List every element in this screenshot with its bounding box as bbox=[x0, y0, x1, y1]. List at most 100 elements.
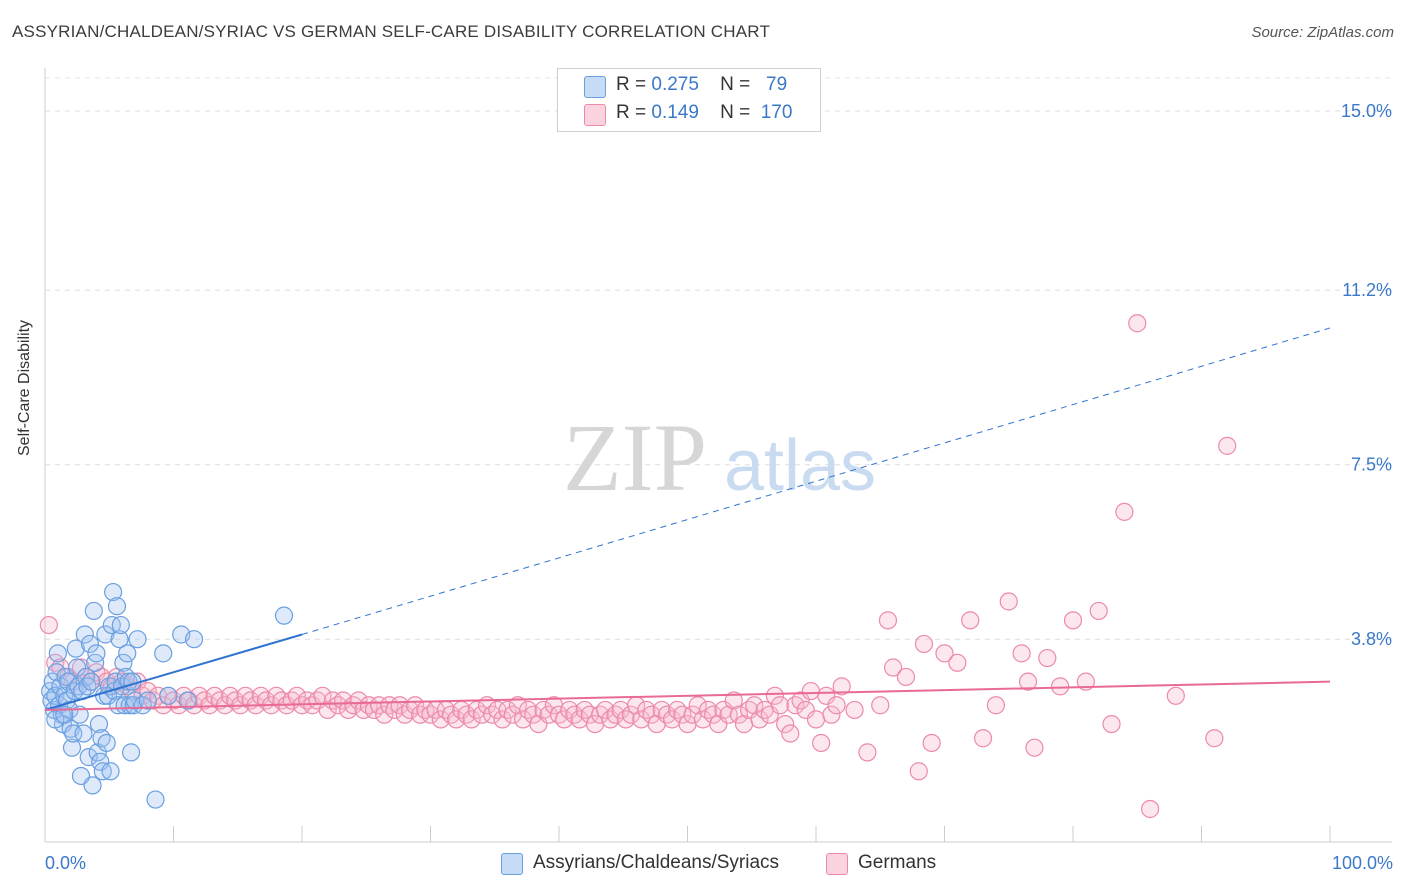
point-assyrians bbox=[154, 644, 173, 663]
point-assyrians bbox=[82, 672, 101, 691]
point-assyrians bbox=[104, 582, 123, 602]
point-germans bbox=[1038, 648, 1057, 668]
point-assyrians bbox=[79, 748, 98, 767]
point-assyrians bbox=[83, 776, 102, 795]
point-germans bbox=[1115, 502, 1134, 521]
point-germans bbox=[493, 710, 512, 729]
point-germans bbox=[806, 710, 826, 729]
bottom-legend-label: Assyrians/Chaldeans/Syriacs bbox=[533, 852, 780, 873]
point-germans bbox=[724, 691, 743, 710]
trend-line-germans bbox=[44, 680, 1331, 711]
point-germans bbox=[1025, 738, 1044, 757]
point-assyrians bbox=[274, 606, 294, 625]
point-germans bbox=[1102, 714, 1121, 734]
point-assyrians bbox=[75, 625, 94, 644]
point-germans bbox=[961, 611, 980, 630]
point-germans bbox=[375, 705, 394, 724]
point-assyrians bbox=[70, 705, 89, 724]
point-germans bbox=[871, 696, 890, 715]
point-assyrians bbox=[93, 762, 112, 781]
point-assyrians bbox=[66, 639, 85, 658]
point-germans bbox=[1018, 672, 1038, 691]
point-germans bbox=[349, 691, 368, 710]
point-germans bbox=[447, 710, 466, 729]
point-germans bbox=[750, 710, 769, 729]
point-germans bbox=[845, 700, 864, 720]
x-tick-label: 0.0% bbox=[45, 853, 86, 873]
point-germans bbox=[822, 705, 841, 724]
bottom-legend-swatch-assyrians bbox=[501, 853, 523, 875]
point-germans bbox=[1218, 436, 1237, 455]
legend-r-label: R = bbox=[616, 102, 647, 123]
point-germans bbox=[909, 762, 928, 781]
point-assyrians bbox=[89, 714, 109, 734]
watermark-atlas: atlas bbox=[724, 426, 876, 506]
point-assyrians bbox=[64, 724, 83, 743]
point-germans bbox=[935, 644, 954, 663]
point-assyrians bbox=[62, 738, 82, 757]
point-germans bbox=[781, 724, 800, 743]
point-assyrians bbox=[97, 733, 116, 753]
point-germans bbox=[1063, 611, 1083, 630]
point-germans bbox=[1089, 601, 1108, 621]
point-germans bbox=[390, 696, 409, 715]
point-germans bbox=[776, 714, 795, 734]
legend-n-label: N = bbox=[720, 74, 751, 95]
point-germans bbox=[642, 705, 661, 724]
point-germans bbox=[334, 691, 353, 710]
point-assyrians bbox=[86, 653, 105, 672]
point-germans bbox=[462, 710, 481, 729]
gridlines bbox=[45, 77, 1392, 640]
legend-r-value: 0.275 bbox=[651, 74, 699, 95]
axes bbox=[44, 68, 1392, 843]
point-germans bbox=[1166, 686, 1185, 705]
point-germans bbox=[508, 696, 527, 715]
watermark-zip: ZIP bbox=[563, 404, 707, 511]
chart-title: ASSYRIAN/CHALDEAN/SYRIAC VS GERMAN SELF-… bbox=[12, 22, 771, 41]
legend-n-label: N = bbox=[720, 102, 751, 123]
point-germans bbox=[318, 700, 337, 720]
point-germans bbox=[524, 705, 543, 724]
legend-n-value: 79 bbox=[766, 74, 788, 95]
point-germans bbox=[948, 653, 967, 672]
trend-line-assyrians-extrapolated bbox=[301, 327, 1331, 635]
point-assyrians bbox=[159, 686, 178, 705]
point-assyrians bbox=[96, 625, 115, 644]
watermark: ZIP atlas bbox=[563, 404, 876, 511]
point-germans bbox=[973, 729, 993, 748]
point-germans bbox=[673, 705, 692, 724]
point-assyrians bbox=[46, 710, 65, 729]
point-assyrians bbox=[84, 601, 103, 621]
point-germans bbox=[745, 696, 764, 715]
point-germans bbox=[1051, 677, 1070, 696]
point-germans bbox=[1076, 672, 1095, 691]
point-assyrians bbox=[178, 691, 197, 710]
y-tick-label: 3.8% bbox=[1351, 629, 1392, 649]
point-assyrians bbox=[101, 762, 120, 781]
legend-r-value: 0.149 bbox=[651, 102, 699, 123]
legend-r-label: R = bbox=[616, 74, 647, 95]
series-germans bbox=[39, 314, 1237, 819]
point-germans bbox=[770, 696, 790, 715]
point-assyrians bbox=[80, 634, 100, 654]
point-assyrians bbox=[74, 724, 93, 743]
point-germans bbox=[704, 705, 723, 724]
trend-lines bbox=[44, 327, 1331, 711]
point-assyrians bbox=[114, 653, 133, 672]
series-assyrians bbox=[41, 582, 294, 809]
point-assyrians bbox=[146, 790, 165, 809]
point-assyrians bbox=[111, 615, 130, 635]
point-germans bbox=[812, 733, 831, 753]
point-germans bbox=[1140, 799, 1160, 819]
point-germans bbox=[914, 634, 934, 654]
point-assyrians bbox=[118, 644, 137, 663]
point-germans bbox=[896, 667, 916, 687]
legend-swatch-assyrians bbox=[584, 76, 606, 98]
point-assyrians bbox=[184, 630, 204, 649]
legend-n-value: 170 bbox=[760, 102, 793, 123]
point-assyrians bbox=[110, 630, 129, 649]
legend-swatch-germans bbox=[584, 104, 606, 126]
point-germans bbox=[555, 710, 574, 729]
point-germans bbox=[858, 743, 877, 762]
